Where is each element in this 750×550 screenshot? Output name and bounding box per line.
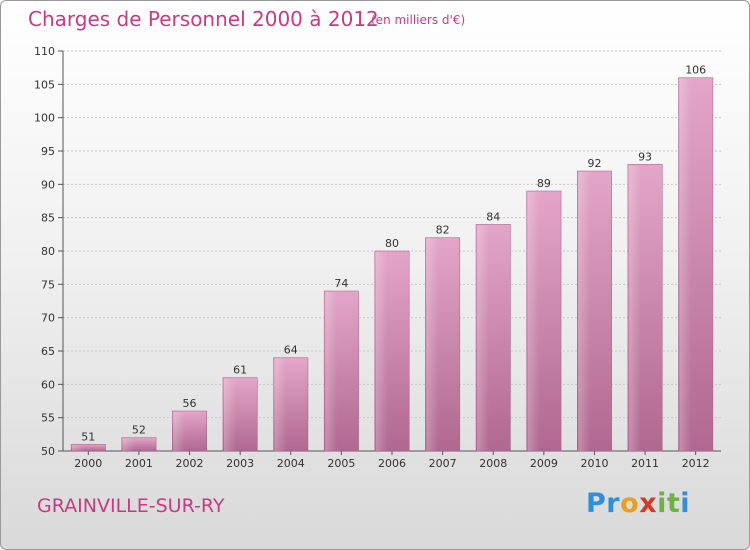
y-tick-label: 75 [41, 278, 55, 291]
x-tick-label: 2012 [682, 457, 710, 470]
x-tick-label: 2000 [74, 457, 102, 470]
logo-letter: i [657, 488, 667, 519]
x-tick-label: 2009 [530, 457, 558, 470]
value-label: 56 [183, 397, 197, 410]
x-tick-label: 2005 [327, 457, 355, 470]
value-label: 64 [284, 344, 298, 357]
x-tick-label: 2001 [125, 457, 153, 470]
value-label: 80 [385, 237, 399, 250]
x-tick-label: 2003 [226, 457, 254, 470]
bar-highlight [223, 378, 236, 451]
y-tick-label: 90 [41, 178, 55, 191]
bar-highlight [122, 438, 135, 451]
x-tick-label: 2010 [580, 457, 608, 470]
value-label: 106 [685, 64, 706, 77]
y-tick-label: 55 [41, 412, 55, 425]
logo-letter: o [620, 488, 640, 519]
bar-highlight [578, 172, 591, 451]
bar-highlight [274, 358, 287, 451]
value-label: 84 [486, 210, 500, 223]
bar-highlight [628, 165, 641, 452]
bar-highlight [426, 238, 439, 451]
chart-subtitle: (en milliers d'€) [371, 13, 466, 27]
value-label: 93 [638, 150, 652, 163]
bar-highlight [477, 225, 490, 451]
x-tick-label: 2004 [277, 457, 305, 470]
value-label: 82 [436, 224, 450, 237]
logo-letter: P [586, 488, 607, 519]
bar-highlight [375, 252, 388, 451]
chart-title: Charges de Personnel 2000 à 2012 [28, 7, 379, 31]
value-label: 51 [81, 430, 95, 443]
value-label: 92 [587, 157, 601, 170]
y-tick-label: 110 [34, 45, 55, 58]
y-tick-label: 105 [34, 78, 55, 91]
x-tick-label: 2006 [378, 457, 406, 470]
proxiti-logo: Proxiti [586, 488, 690, 519]
labels: 50 55 60 65 70 75 80 85 90 95 100 105 110 51 2000 52 200… [34, 45, 710, 470]
value-label: 89 [537, 177, 551, 190]
bar-2000 [70, 444, 106, 452]
x-tick-label: 2008 [479, 457, 507, 470]
x-tick-label: 2007 [429, 457, 457, 470]
commune-name: GRAINVILLE-SUR-RY [37, 495, 225, 517]
x-tick-label: 2002 [176, 457, 204, 470]
x-tick-label: 2011 [631, 457, 659, 470]
y-tick-label: 85 [41, 212, 55, 225]
value-label: 74 [334, 277, 348, 290]
logo-letter: t [666, 488, 681, 519]
y-tick-label: 80 [41, 245, 55, 258]
y-tick-label: 60 [41, 378, 55, 391]
bar-highlight [173, 412, 186, 451]
y-tick-label: 50 [41, 445, 55, 458]
y-tick-label: 95 [41, 145, 55, 158]
bar-highlight [72, 445, 85, 451]
y-tick-label: 65 [41, 345, 55, 358]
y-tick-label: 70 [41, 312, 55, 325]
logo-letter: r [606, 488, 621, 519]
bar-highlight [325, 292, 338, 451]
bar-highlight [679, 78, 692, 452]
value-label: 52 [132, 424, 146, 437]
value-label: 61 [233, 364, 247, 377]
logo-letter: i [680, 488, 691, 519]
bar-highlight [527, 192, 540, 451]
y-tick-label: 100 [34, 112, 55, 125]
logo-letter: x [639, 488, 658, 519]
bars [70, 77, 714, 452]
